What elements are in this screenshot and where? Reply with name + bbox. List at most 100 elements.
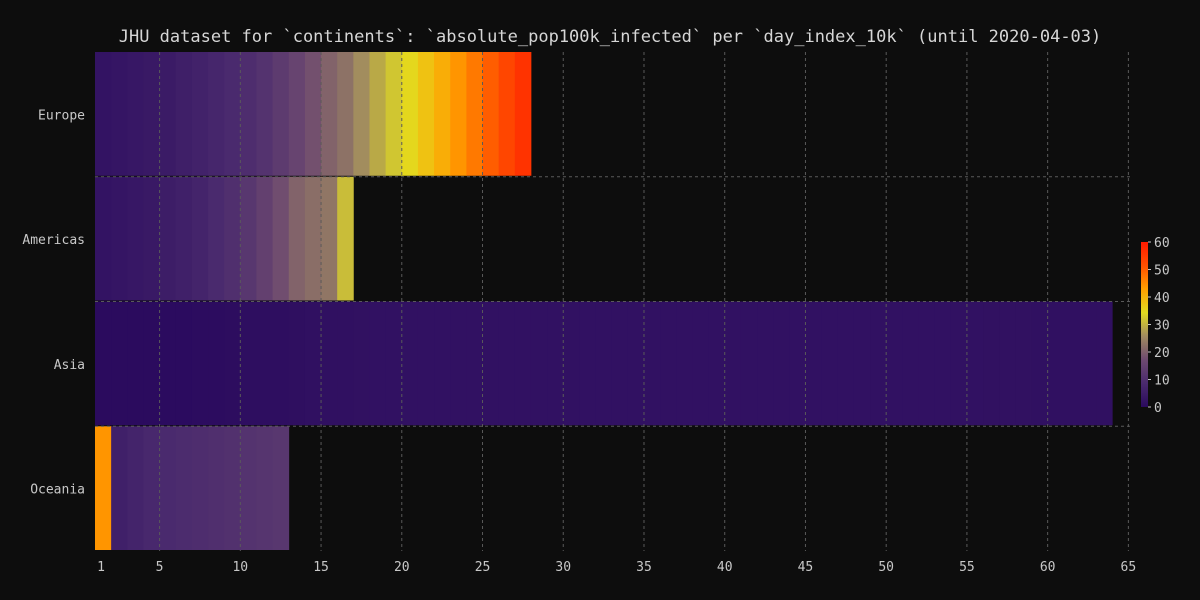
heatmap-cell <box>385 301 403 426</box>
heatmap-cell <box>321 176 338 301</box>
heatmap-cell <box>175 426 193 550</box>
heatmap-cell <box>127 301 144 426</box>
heatmap-cell <box>482 52 500 176</box>
heatmap-cell <box>676 301 693 426</box>
x-tick-label: 65 <box>1121 560 1137 575</box>
heatmap-cell <box>337 176 354 301</box>
colorbar-tick-label: 60 <box>1154 236 1170 251</box>
x-tick-label: 55 <box>959 560 975 575</box>
y-tick-label: Europe <box>38 108 85 123</box>
heatmap-cell <box>256 301 274 426</box>
heatmap-cell <box>208 301 225 426</box>
heatmap-cell <box>853 301 871 426</box>
heatmap-cell <box>240 301 257 426</box>
heatmap-cell <box>385 52 403 176</box>
heatmap-cell <box>95 426 112 550</box>
heatmap-cell <box>191 426 209 550</box>
colorbar-tick-label: 30 <box>1154 319 1170 334</box>
heatmap-cell <box>95 52 112 176</box>
heatmap-cell <box>256 52 274 176</box>
heatmap-cell <box>353 52 370 176</box>
grid-lines <box>95 52 1130 551</box>
heatmap-cell <box>191 301 209 426</box>
heatmap-cell <box>1047 301 1065 426</box>
x-tick-label: 10 <box>232 560 248 575</box>
heatmap-cell <box>757 301 774 426</box>
x-tick-label: 50 <box>878 560 894 575</box>
heatmap-cell <box>304 301 322 426</box>
heatmap-cell <box>240 426 257 550</box>
heatmap-cells <box>95 52 1113 550</box>
heatmap-cell <box>159 426 177 550</box>
heatmap-cell <box>1079 301 1097 426</box>
heatmap-cell <box>789 301 806 426</box>
heatmap-cell <box>611 301 629 426</box>
heatmap-cell <box>870 301 887 426</box>
heatmap-cell <box>127 52 144 176</box>
heatmap-cell <box>369 301 387 426</box>
heatmap-cell <box>547 301 564 426</box>
heatmap-cell <box>240 52 257 176</box>
heatmap-cell <box>966 301 984 426</box>
heatmap-cell <box>127 426 144 550</box>
heatmap-cell <box>208 426 225 550</box>
heatmap-cell <box>353 301 370 426</box>
heatmap-cell <box>337 301 354 426</box>
heatmap-cell <box>159 52 177 176</box>
heatmap-cell <box>175 176 193 301</box>
heatmap-cell <box>434 301 451 426</box>
heatmap-cell <box>95 176 112 301</box>
heatmap-cell <box>902 301 919 426</box>
heatmap-cell <box>337 52 354 176</box>
heatmap-cell <box>886 301 903 426</box>
y-tick-label: Asia <box>54 358 85 373</box>
heatmap-cell <box>837 301 855 426</box>
colorbar-tick-label: 20 <box>1154 346 1170 361</box>
x-tick-label: 15 <box>313 560 329 575</box>
heatmap-cell <box>434 52 451 176</box>
heatmap-cell <box>692 301 709 426</box>
heatmap-cell <box>417 52 435 176</box>
heatmap-cell <box>224 426 241 550</box>
heatmap-cell <box>304 176 322 301</box>
heatmap-cell <box>191 52 209 176</box>
heatmap-cell <box>579 301 596 426</box>
heatmap-cell <box>143 176 160 301</box>
heatmap-cell <box>224 301 241 426</box>
heatmap-cell <box>272 176 290 301</box>
heatmap-cell <box>288 52 306 176</box>
heatmap-cell <box>773 301 790 426</box>
heatmap-cell <box>530 301 548 426</box>
x-tick-label: 40 <box>717 560 733 575</box>
heatmap-cell <box>821 301 839 426</box>
x-tick-label: 60 <box>1040 560 1056 575</box>
heatmap-cell <box>563 301 580 426</box>
heatmap-cell <box>240 176 257 301</box>
x-axis-tick-labels: 1 5 10 15 20 25 30 35 40 45 50 55 60 65 <box>97 560 1136 575</box>
heatmap-cell <box>191 176 209 301</box>
heatmap-cell <box>514 301 532 426</box>
heatmap-cell <box>724 301 742 426</box>
heatmap-cell <box>143 52 160 176</box>
heatmap-cell <box>498 52 516 176</box>
y-axis-tick-labels: Europe Americas Asia Oceania <box>22 108 85 497</box>
heatmap-cell <box>208 52 225 176</box>
heatmap-cell <box>175 52 193 176</box>
x-tick-label: 45 <box>798 560 814 575</box>
heatmap-cell <box>514 52 532 176</box>
heatmap-cell <box>111 52 128 176</box>
heatmap-cell <box>208 176 225 301</box>
y-tick-label: Oceania <box>30 483 85 498</box>
heatmap-cell <box>401 52 419 176</box>
heatmap-cell <box>111 301 128 426</box>
heatmap-cell <box>159 301 177 426</box>
heatmap-cell <box>95 301 112 426</box>
heatmap-cell <box>417 301 435 426</box>
heatmap-cell <box>175 301 193 426</box>
heatmap-cell <box>143 426 160 550</box>
heatmap-cell <box>1063 301 1081 426</box>
colorbar-gradient <box>1141 242 1148 407</box>
colorbar: 0 10 20 30 40 50 60 <box>1141 236 1170 416</box>
heatmap-cell <box>1031 301 1049 426</box>
